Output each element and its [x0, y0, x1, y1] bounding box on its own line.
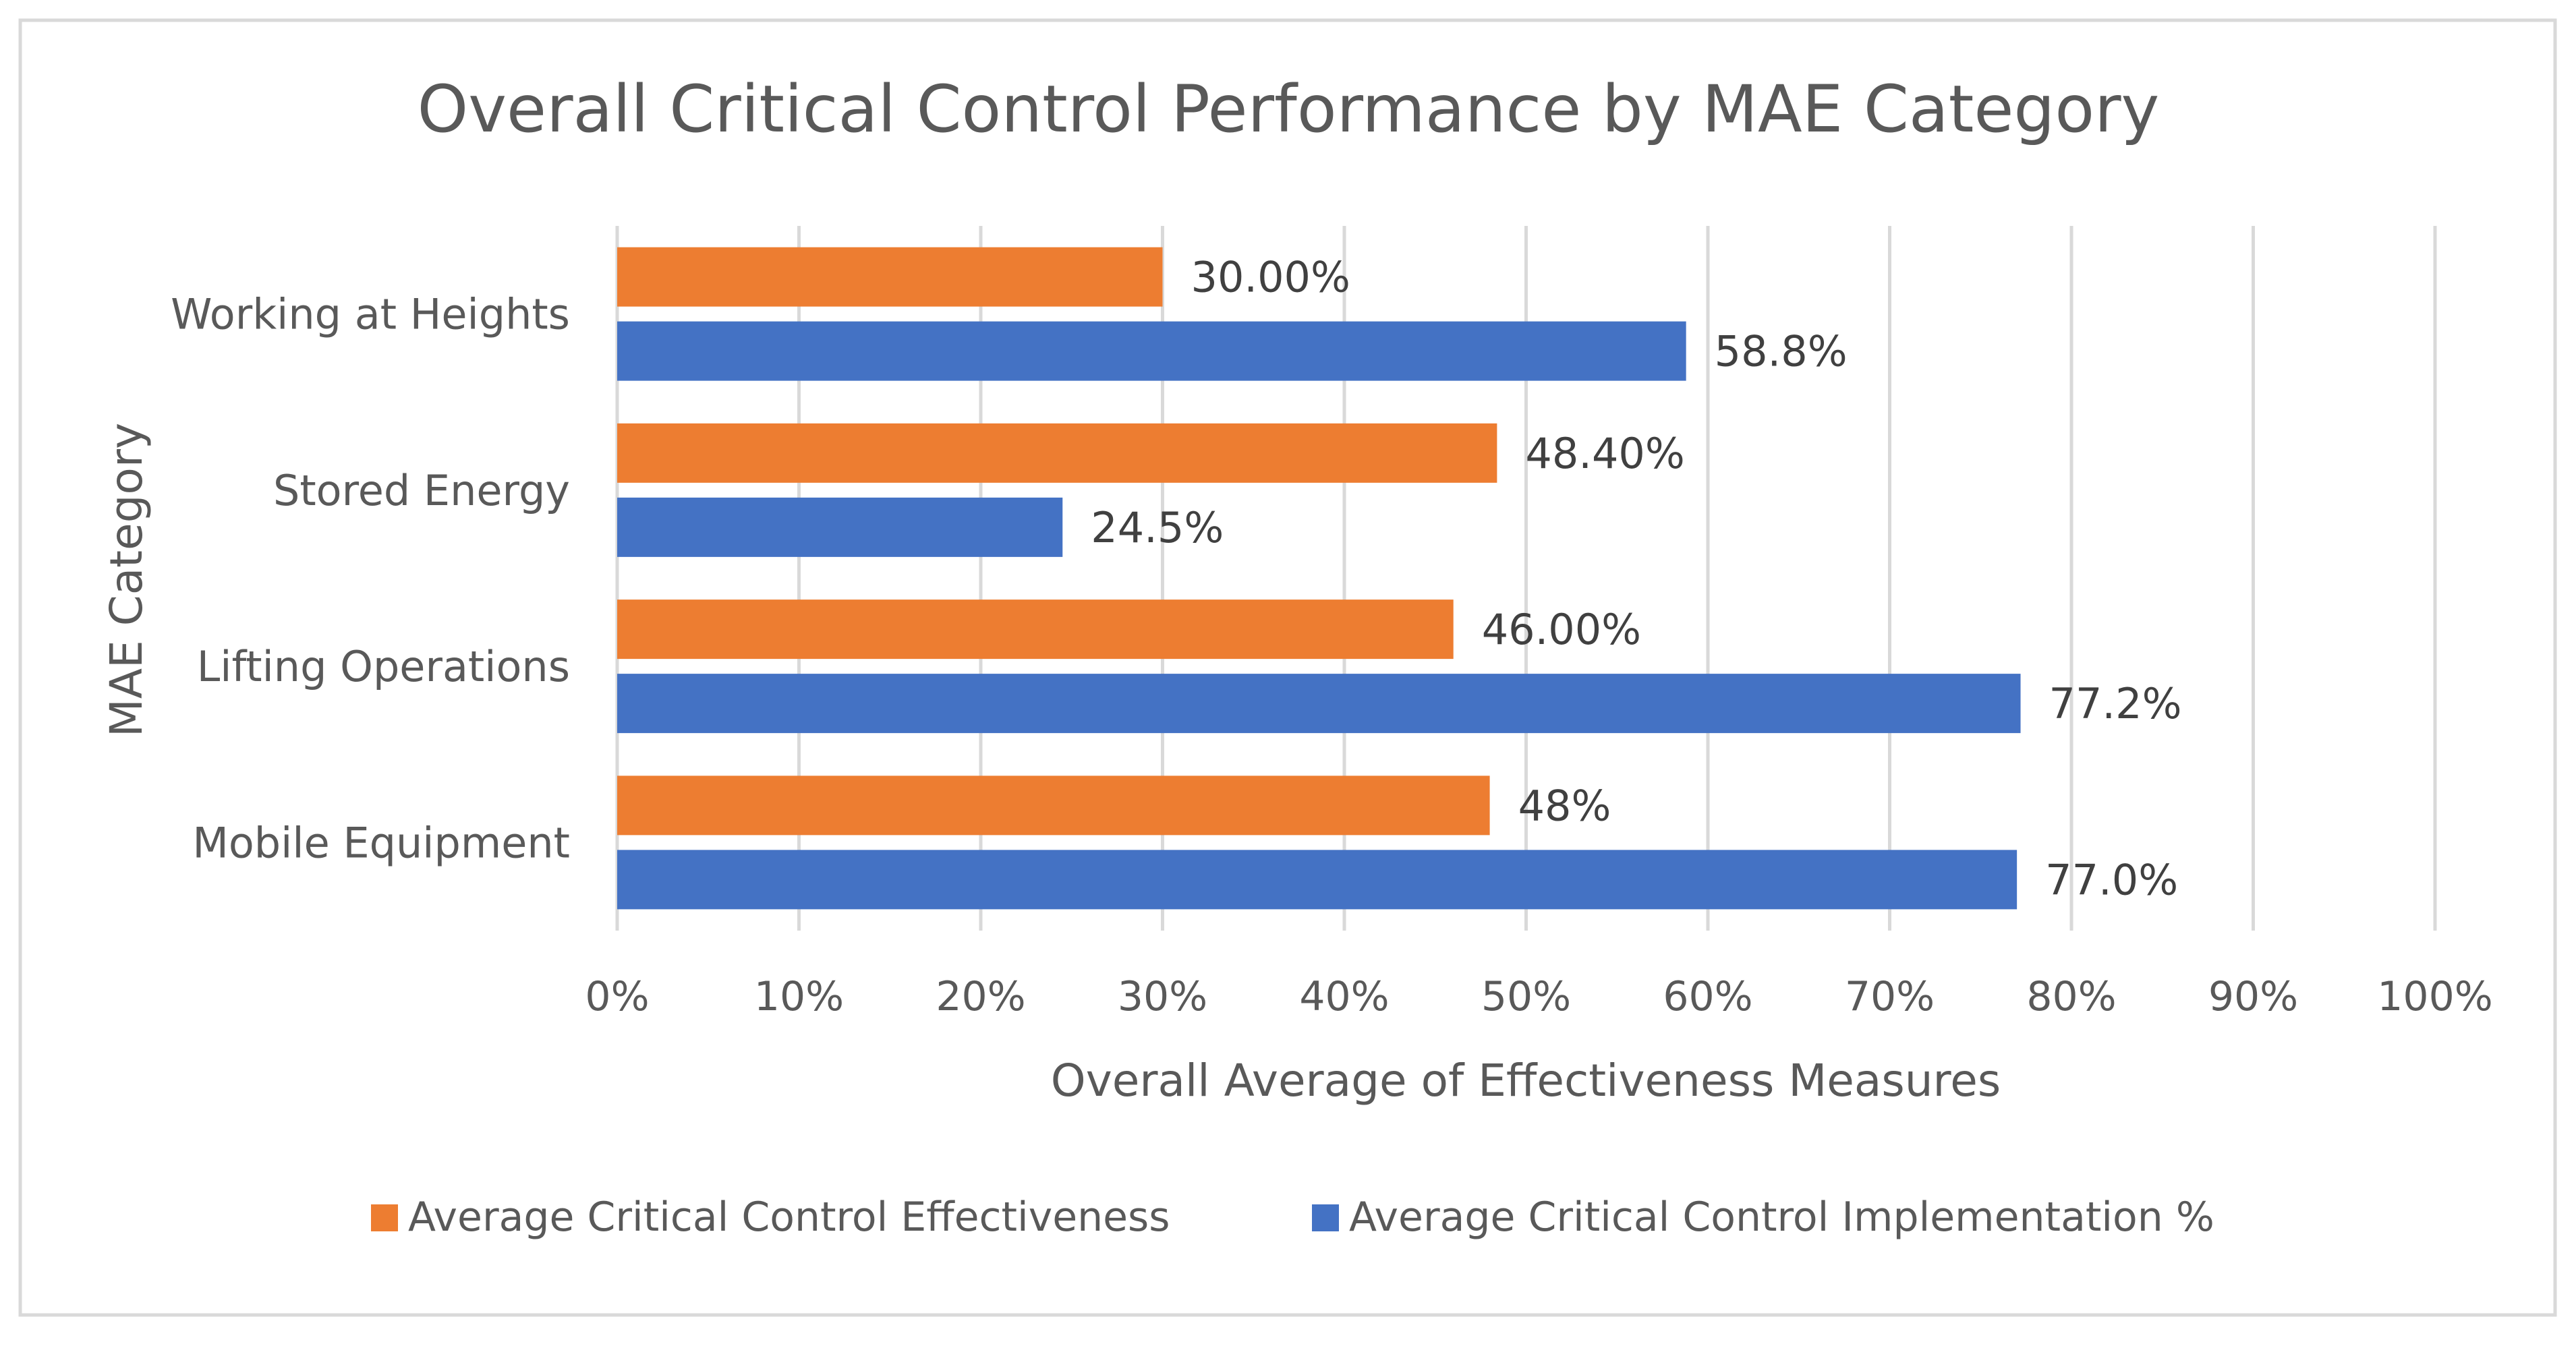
bar-data-label: 58.8% — [1715, 327, 1848, 376]
category-label: Mobile Equipment — [192, 818, 570, 867]
bar-data-label: 48.40% — [1525, 429, 1684, 478]
bar — [617, 247, 1163, 307]
bar-data-label: 24.5% — [1091, 503, 1224, 552]
bar-data-label: 77.2% — [2049, 679, 2182, 728]
bar-data-label: 77.0% — [2045, 855, 2178, 904]
bar — [617, 321, 1686, 381]
bar — [617, 776, 1490, 836]
x-tick-label: 100% — [2377, 973, 2493, 1020]
x-tick-label: 20% — [936, 973, 1025, 1020]
x-tick-label: 80% — [2026, 973, 2116, 1020]
legend-label: Average Critical Control Effectiveness — [408, 1194, 1170, 1241]
legend-label: Average Critical Control Implementation … — [1349, 1194, 2214, 1241]
x-tick-label: 10% — [754, 973, 844, 1020]
bar-data-label: 48% — [1518, 781, 1611, 830]
category-label: Lifting Operations — [197, 642, 570, 691]
x-tick-label: 60% — [1663, 973, 1752, 1020]
chart-title: Overall Critical Control Performance by … — [418, 71, 2160, 147]
bar-data-label: 46.00% — [1482, 605, 1641, 654]
x-tick-label: 40% — [1299, 973, 1389, 1020]
category-label: Working at Heights — [171, 290, 570, 339]
data-labels-layer: 30.00% 58.8% 48.40% 24.5% 46.00% 77.2% 48% 77.0… — [1091, 253, 2181, 905]
category-labels-layer: Working at Heights Stored Energy Lifting O… — [171, 290, 570, 868]
bar — [617, 423, 1497, 483]
bar — [617, 850, 2017, 910]
x-tick-label: 0% — [585, 973, 649, 1020]
bar — [617, 599, 1454, 660]
x-tick-label: 30% — [1118, 973, 1207, 1020]
x-tick-label: 70% — [1845, 973, 1935, 1020]
category-label: Stored Energy — [273, 466, 570, 515]
legend-swatch — [1312, 1204, 1339, 1231]
x-tick-label: 50% — [1481, 973, 1571, 1020]
x-tick-label: 90% — [2208, 973, 2298, 1020]
bar — [617, 674, 2021, 734]
legend-swatch — [371, 1204, 398, 1231]
bar-data-label: 30.00% — [1191, 253, 1350, 302]
bar — [617, 497, 1063, 557]
x-axis-title: Overall Average of Effectiveness Measure… — [1051, 1055, 2001, 1107]
y-axis-title: MAE Category — [101, 423, 152, 737]
bars-layer — [617, 247, 2021, 910]
x-tick-labels-layer: 0% 10% 20% 30% 40% 50% 60% 70% 80% 90% 100% — [585, 973, 2492, 1020]
chart-border — [18, 18, 2557, 1317]
legend: Average Critical Control Effectiveness Av… — [371, 1194, 2214, 1241]
